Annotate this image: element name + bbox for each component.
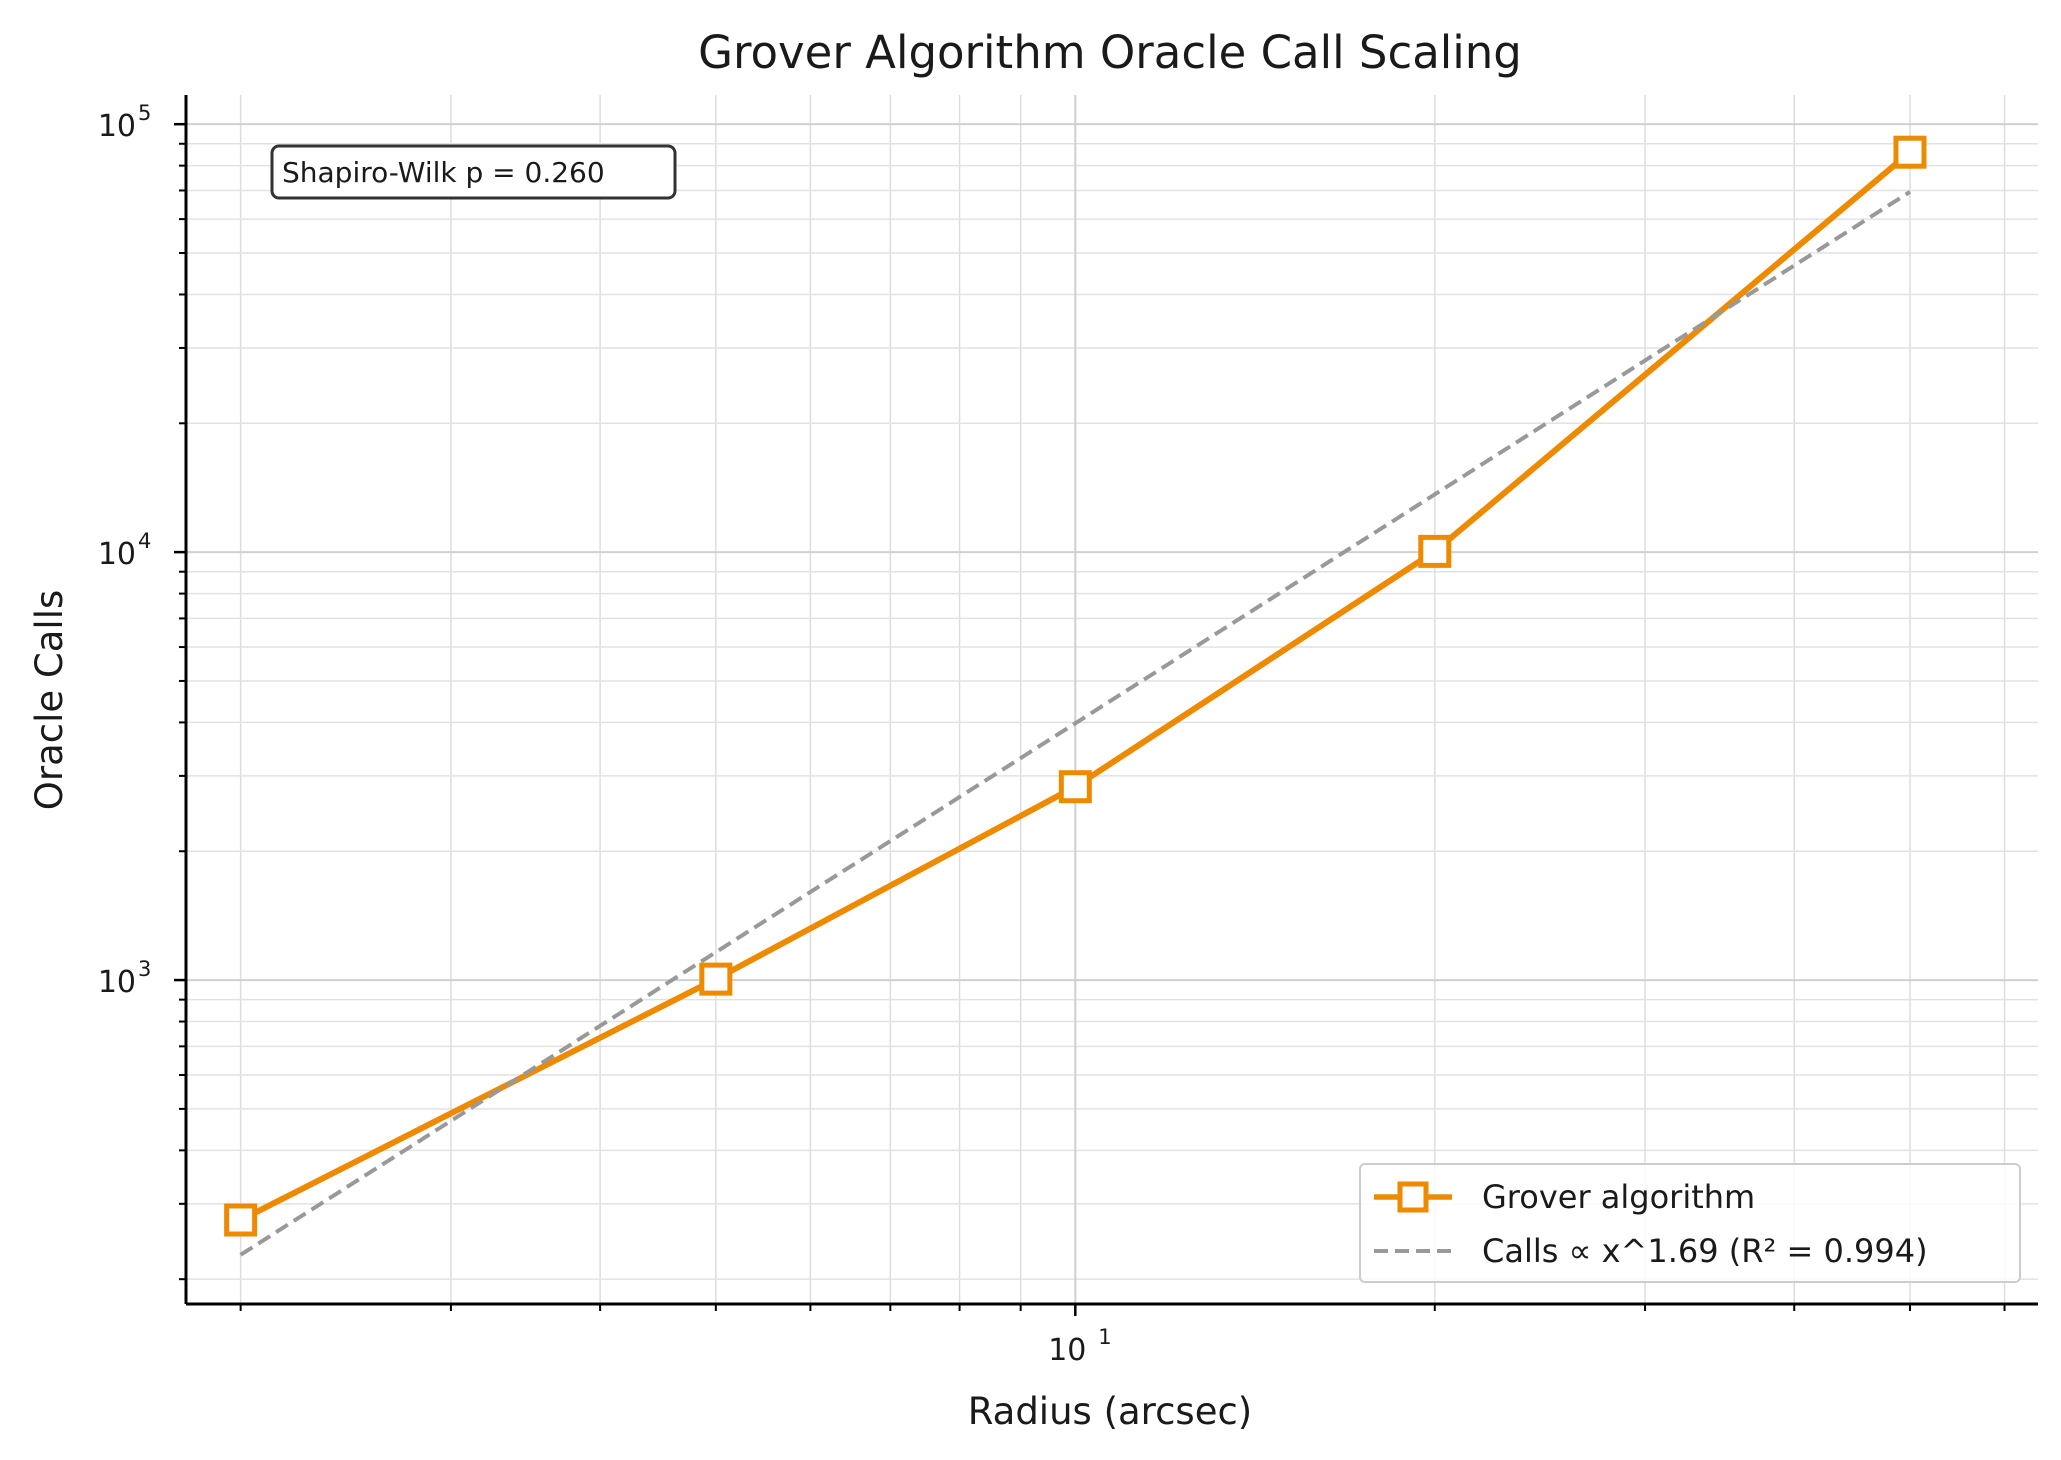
grover-data-point — [224, 1203, 258, 1237]
y-tick-label-exponent: 4 — [138, 529, 151, 553]
chart-title: Grover Algorithm Oracle Call Scaling — [698, 26, 1522, 79]
legend: Grover algorithm Calls ∝ x^1.69 (R² = 0.… — [1359, 1163, 2021, 1283]
y-axis-label: Oracle Calls — [28, 590, 71, 811]
series — [224, 135, 1927, 1257]
x-axis-label: Radius (arcsec) — [968, 1390, 1253, 1433]
axes: 10 110 310 410 5 — [98, 95, 2038, 1368]
grid — [186, 95, 2038, 1304]
annotation-frame — [270, 144, 677, 200]
grover-data-point — [1058, 770, 1092, 804]
annotation-text: Shapiro-Wilk p = 0.260 — [282, 156, 605, 189]
y-tick-label: 10 — [98, 965, 136, 1000]
legend-label-fit: Calls ∝ x^1.69 (R² = 0.994) — [1482, 1232, 1928, 1270]
annotation-box: Shapiro-Wilk p = 0.260 — [270, 144, 677, 200]
legend-label-grover: Grover algorithm — [1482, 1178, 1755, 1216]
x-tick-label-exponent: 1 — [1098, 1325, 1111, 1349]
legend-frame — [1359, 1163, 2021, 1283]
legend-swatch-grover-marker — [1397, 1181, 1429, 1213]
grover-data-point — [699, 962, 733, 996]
grover-data-point — [1893, 135, 1927, 169]
y-tick-label-exponent: 5 — [138, 101, 151, 125]
y-tick-label-exponent: 3 — [138, 957, 151, 981]
y-tick-label: 10 — [98, 537, 136, 572]
y-tick-label: 10 — [98, 109, 136, 144]
fit-series-line — [239, 190, 1912, 1257]
grover-data-point — [1418, 534, 1452, 568]
x-tick-label: 10 — [1048, 1333, 1086, 1368]
